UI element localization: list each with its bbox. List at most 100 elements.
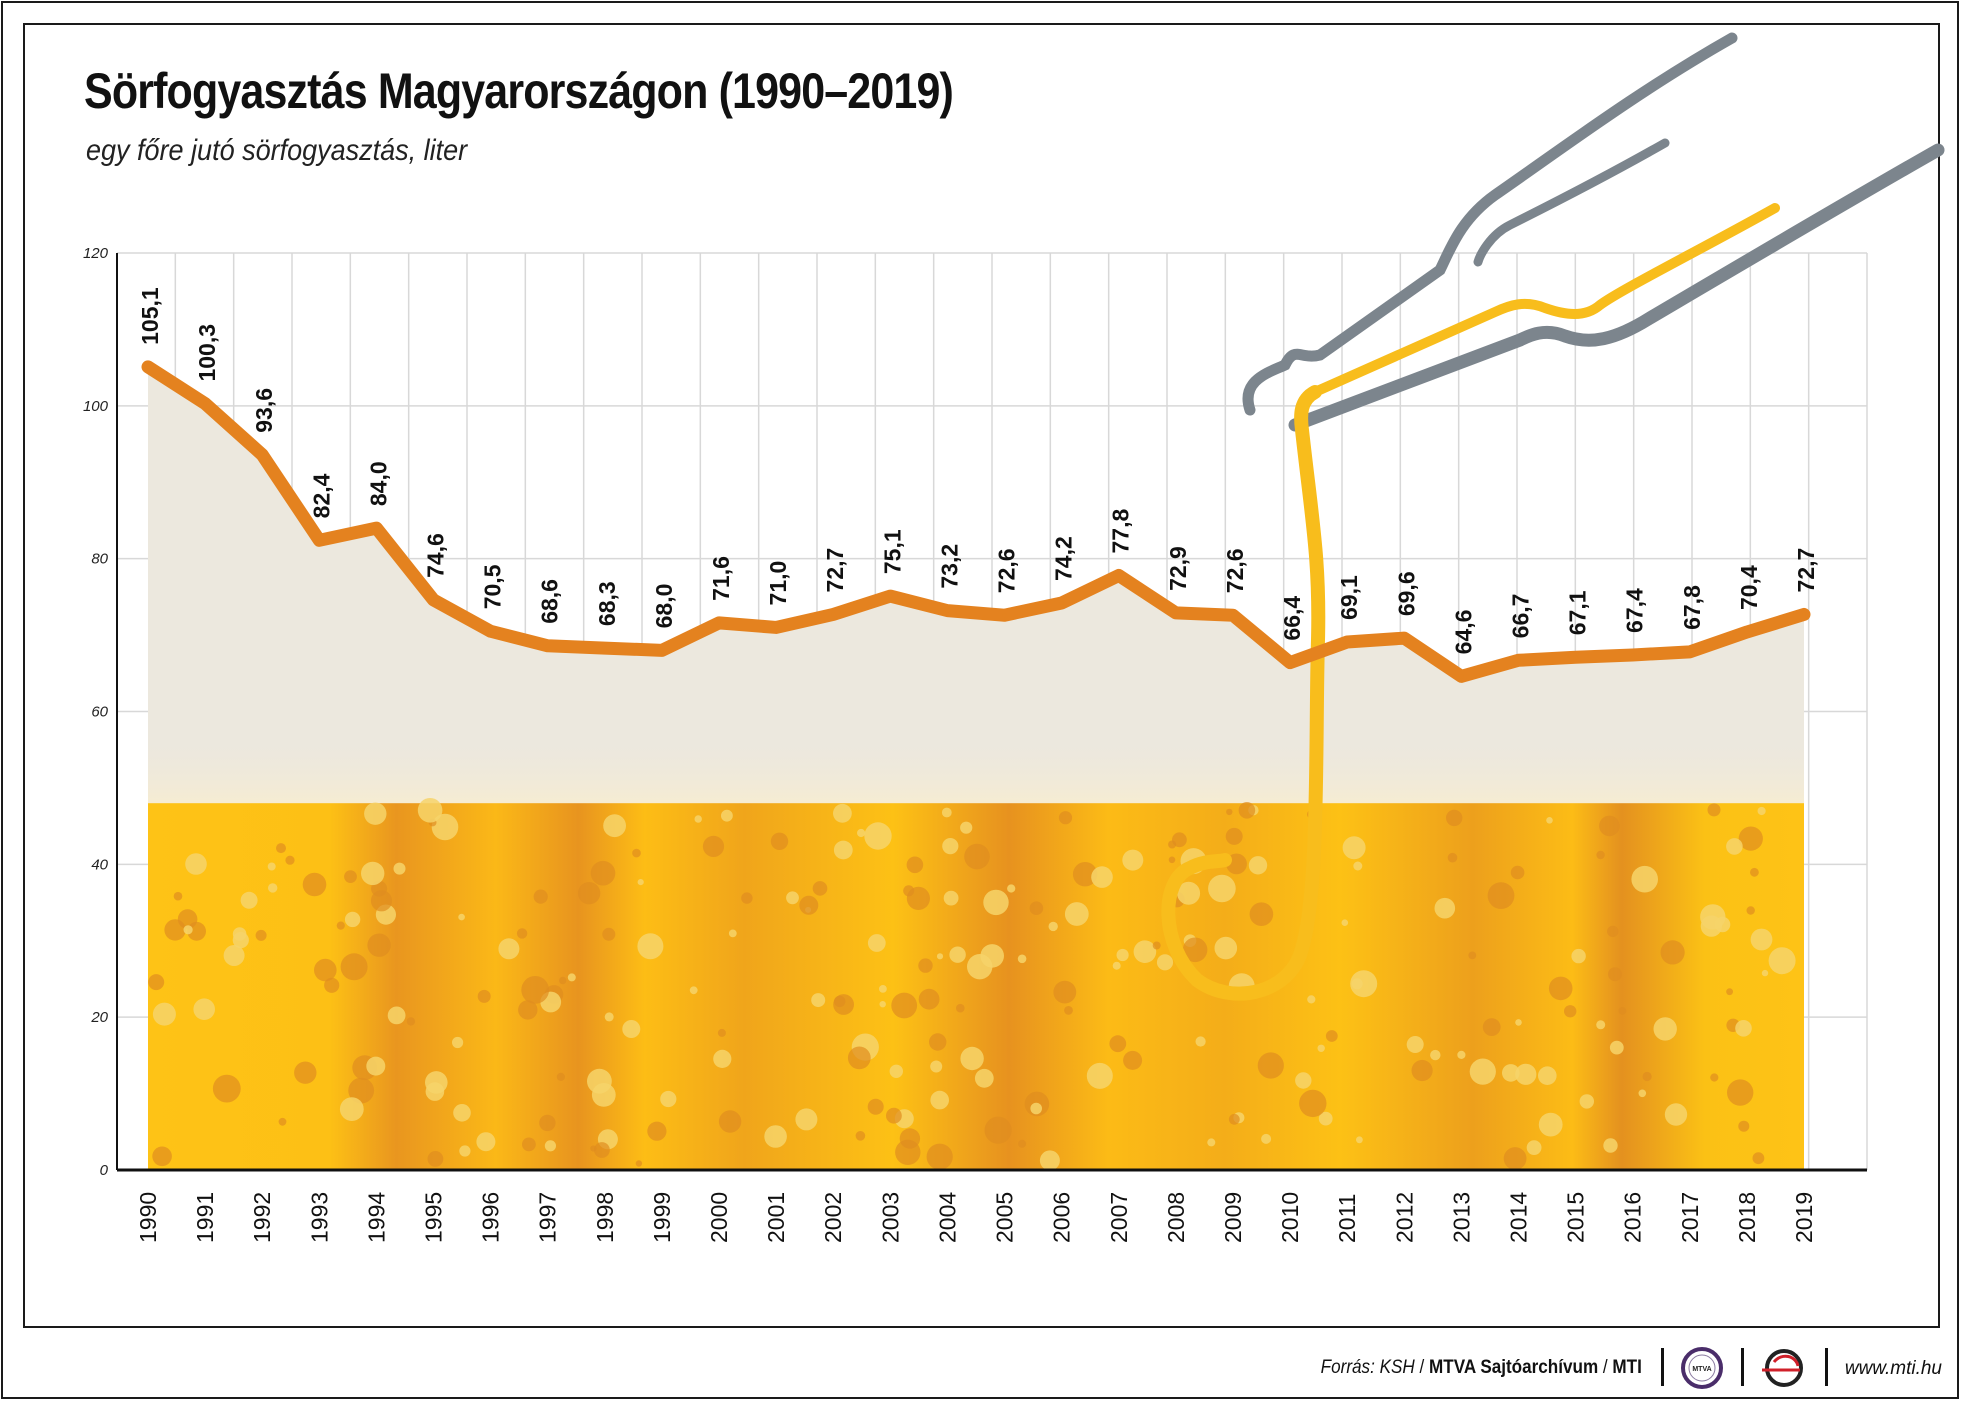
bubble	[833, 840, 853, 860]
source-credit: Forrás: KSH / MTVA Sajtóarchívum / MTI	[1321, 1357, 1642, 1379]
bubble	[1660, 940, 1685, 965]
data-point-1998	[602, 646, 607, 651]
bubble	[1642, 1071, 1652, 1082]
bubble	[1214, 936, 1238, 960]
bubble	[498, 938, 520, 960]
bubble	[268, 883, 278, 893]
bubble	[694, 815, 702, 823]
y-tick-100: 100	[83, 398, 109, 415]
bubble	[173, 891, 183, 901]
bubble	[533, 889, 548, 904]
bubble	[1007, 884, 1016, 893]
bubble	[240, 891, 258, 909]
data-label-1998: 68,3	[594, 581, 620, 626]
bubble	[452, 1036, 464, 1049]
foam-gradient	[148, 733, 1804, 804]
bubble	[918, 958, 933, 973]
bubble	[314, 958, 337, 982]
bubble	[929, 1033, 947, 1051]
bubble	[980, 944, 1004, 968]
bubble	[1596, 850, 1605, 860]
bubble	[458, 913, 465, 921]
beer-fill	[148, 733, 1804, 1171]
bubble	[1325, 1030, 1338, 1042]
data-label-2002: 72,7	[822, 548, 848, 593]
bubble	[1228, 1113, 1240, 1125]
data-label-1999: 68,0	[651, 584, 677, 629]
bubble	[431, 813, 459, 841]
bubble	[302, 872, 327, 897]
bubble	[833, 803, 852, 823]
bubble	[1168, 840, 1177, 849]
bubble	[1091, 866, 1113, 888]
bubble	[1109, 1035, 1127, 1053]
slash-separator: /	[1419, 1357, 1425, 1378]
data-label-2009: 72,6	[1222, 548, 1248, 593]
bubble	[1307, 995, 1316, 1004]
bubble	[417, 798, 443, 823]
bubble	[867, 934, 886, 952]
data-point-2004	[945, 608, 950, 613]
bubble	[477, 989, 491, 1003]
data-label-2018: 70,4	[1736, 565, 1762, 610]
bubble	[1318, 1111, 1333, 1126]
bubble	[1746, 906, 1755, 915]
bubble	[886, 1107, 902, 1124]
bubble	[1411, 1059, 1433, 1082]
bubble	[459, 1145, 471, 1157]
bubble	[1515, 1019, 1522, 1026]
bubble	[1017, 954, 1027, 964]
bubble	[1406, 1036, 1424, 1053]
data-label-2001: 71,0	[765, 561, 791, 606]
bubble	[425, 1071, 448, 1094]
bubble	[713, 1049, 732, 1068]
bubble	[1249, 902, 1274, 926]
bubble	[637, 879, 644, 886]
bubble	[370, 890, 393, 912]
x-tick-2017: 2017	[1677, 1192, 1703, 1243]
data-label-1991: 100,3	[194, 324, 220, 382]
bubble	[1653, 1017, 1677, 1041]
bubble	[930, 1060, 943, 1073]
bubble	[632, 848, 641, 858]
bubble	[294, 1061, 317, 1084]
bubble	[1446, 809, 1463, 827]
bubble	[148, 974, 165, 991]
bubble	[1064, 1006, 1073, 1015]
y-tick-120: 120	[83, 245, 109, 262]
bubble	[1122, 849, 1144, 871]
data-label-1994: 84,0	[365, 461, 391, 506]
bubble	[276, 843, 286, 854]
x-tick-1996: 1996	[478, 1192, 504, 1243]
bubble	[718, 1110, 742, 1133]
data-point-2006	[1059, 600, 1064, 605]
bubble	[1538, 1066, 1557, 1085]
bubble	[255, 929, 267, 941]
bubble	[406, 1017, 416, 1026]
data-label-2013: 64,6	[1450, 610, 1476, 655]
bubble	[926, 1143, 953, 1170]
bubble	[602, 927, 616, 941]
bubble	[1457, 1050, 1466, 1059]
bubble	[1487, 882, 1515, 909]
bubble	[857, 828, 866, 838]
bubble	[1112, 961, 1121, 970]
bubble	[1356, 1136, 1363, 1144]
bubble	[1603, 1138, 1618, 1153]
bubble	[1295, 1072, 1312, 1089]
bubble	[340, 953, 368, 981]
bubble	[183, 925, 193, 935]
bubble	[899, 1128, 921, 1149]
x-tick-2006: 2006	[1049, 1192, 1075, 1243]
data-point-2014	[1516, 658, 1521, 663]
website-link[interactable]: www.mti.hu	[1844, 1358, 1942, 1379]
data-point-2001	[774, 625, 779, 630]
bubble	[1177, 881, 1201, 905]
bubble	[591, 1083, 616, 1107]
bubble	[647, 1121, 667, 1141]
bubble	[590, 860, 616, 886]
bubble	[344, 911, 361, 928]
bubble	[1546, 817, 1553, 824]
